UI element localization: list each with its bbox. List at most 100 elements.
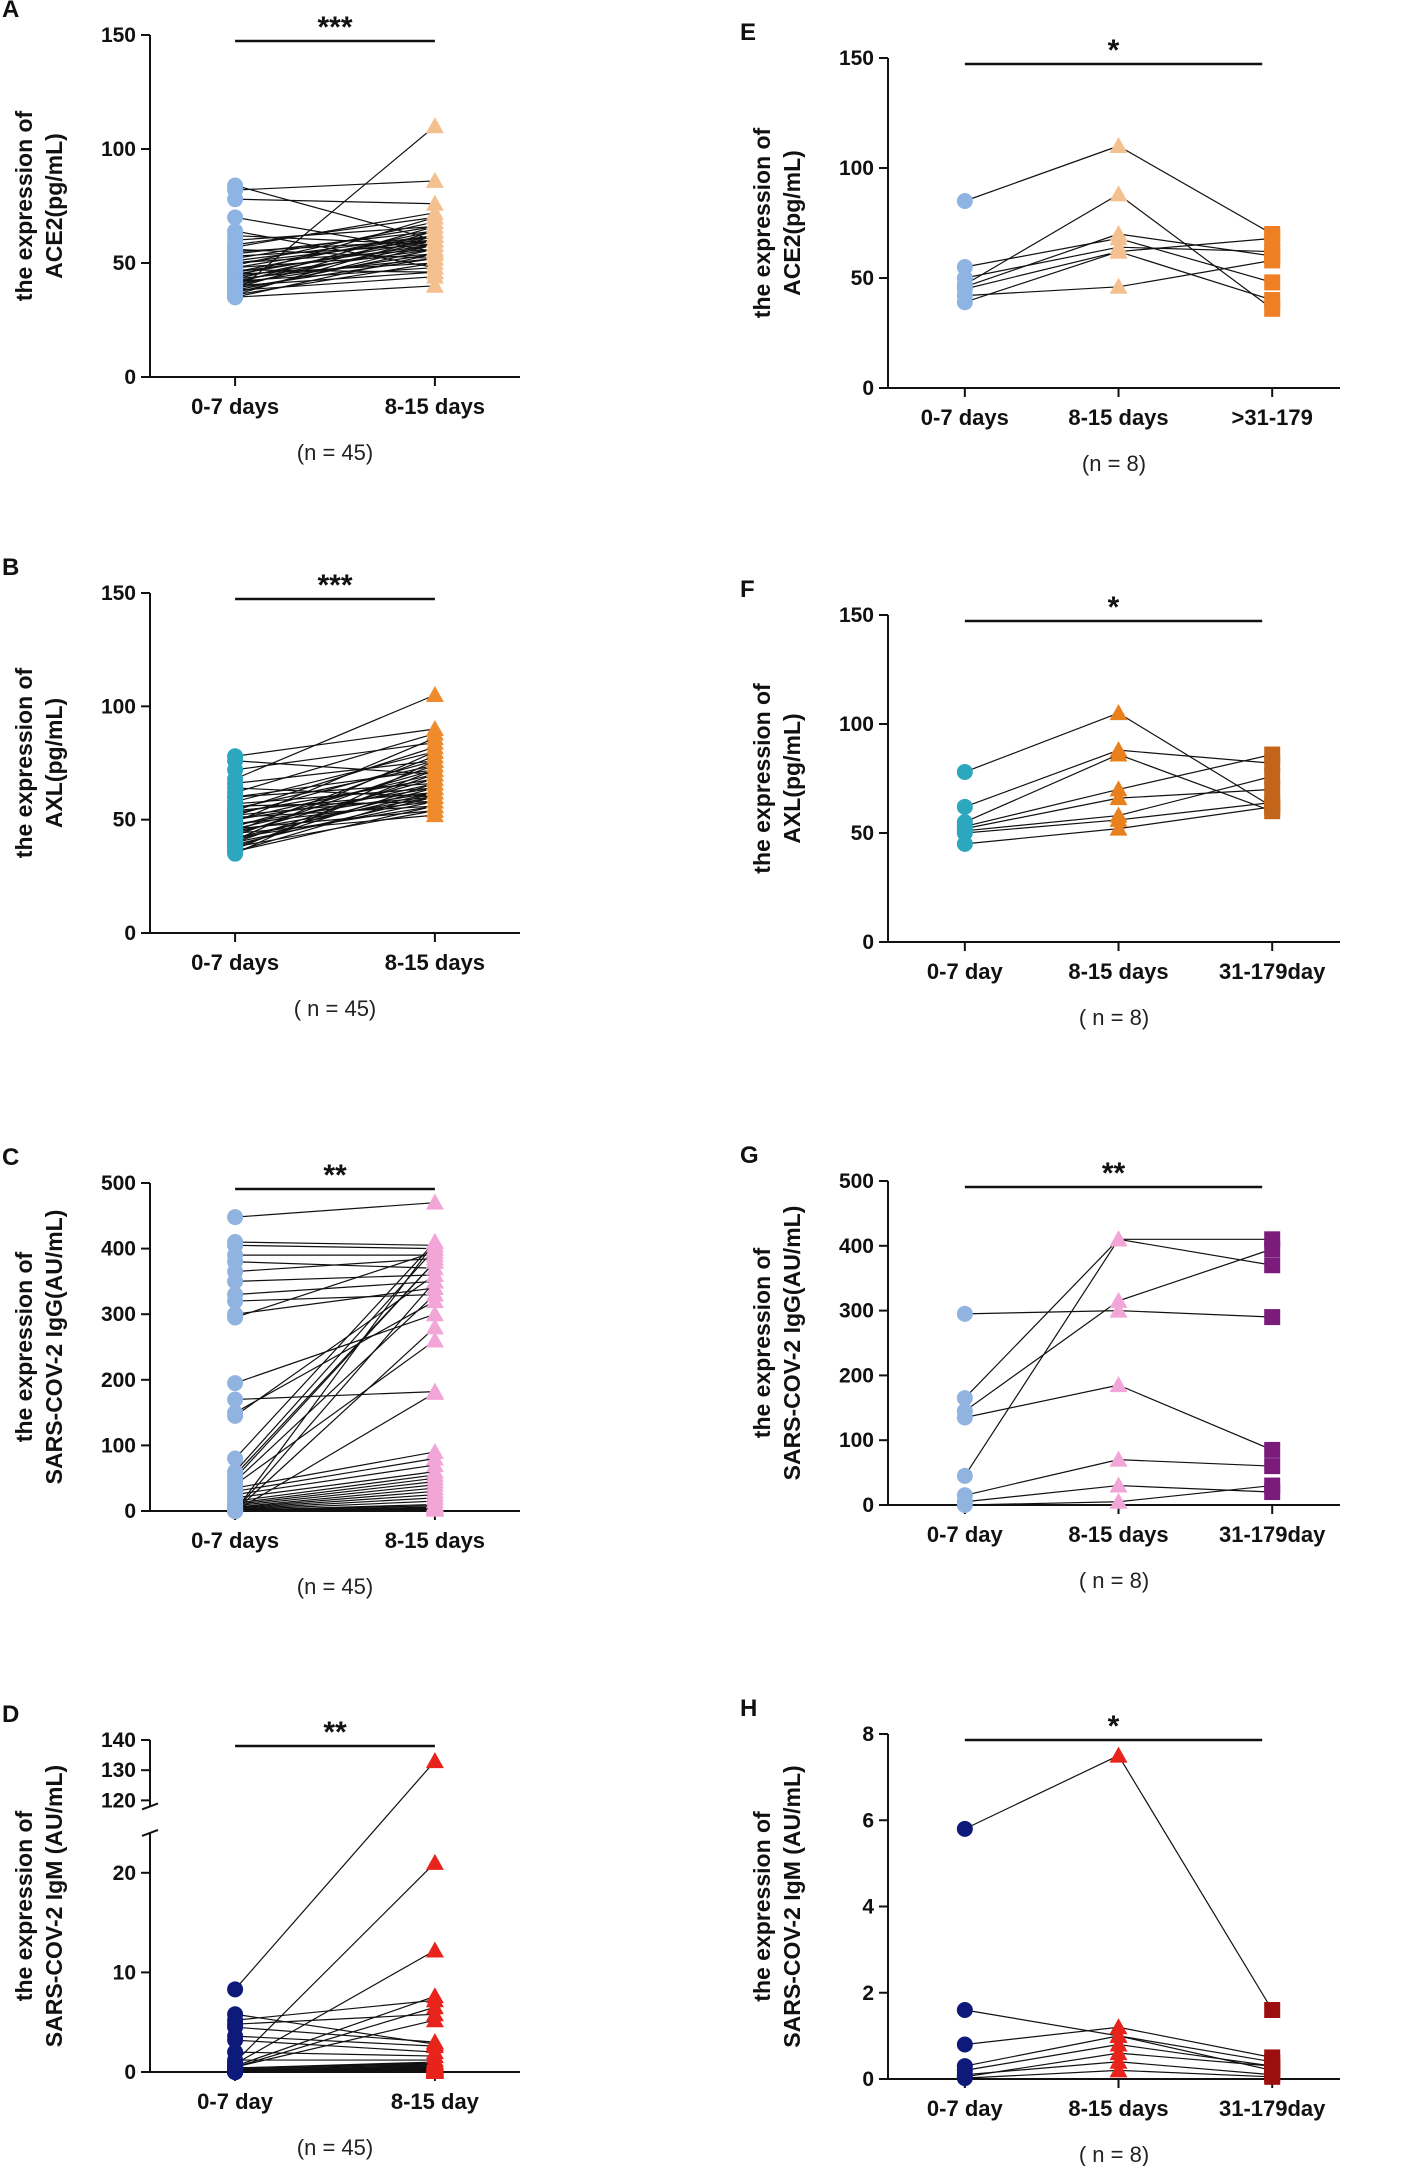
y-axis-label: the expression of [11,1810,37,2001]
data-point [1264,746,1281,763]
paired-line [235,225,435,260]
data-point [1109,2052,1128,2069]
y-tick-label: 50 [851,822,874,845]
data-point [956,763,973,780]
y-tick-label: 0 [862,377,874,400]
data-point [1264,252,1281,269]
x-category-label: 8-15 days [385,950,485,975]
y-axis-label: AXL(pg/mL) [41,698,67,828]
axis-break-mark [141,1829,159,1837]
paired-line [1118,246,1273,253]
x-category-label: 8-15 days [385,394,485,419]
paired-line [234,1241,436,1512]
data-point [1264,292,1281,308]
data-point [1109,745,1128,762]
paired-line [234,769,436,828]
paired-line [1118,2061,1273,2076]
data-point [425,226,444,243]
y-axis-label: AXL(pg/mL) [779,713,805,843]
paired-line [234,1339,436,1486]
paired-line [235,269,435,273]
y-tick-label: 300 [839,1300,874,1323]
paired-line [1118,801,1273,821]
n-label: ( n = 45) [294,996,377,1021]
panel-e: E 0 50 100 150 0-7 days 8-15 days >31-179 (n = 8… [740,19,1340,476]
paired-line [235,1293,435,1302]
paired-line [234,230,436,289]
significance-stars: * [1108,591,1120,624]
paired-line [964,2026,1119,2046]
data-point [1264,274,1281,291]
data-point [1264,768,1281,785]
y-tick-label: 0 [862,1494,874,1517]
paired-line [235,248,435,264]
data-point [227,1981,244,1998]
data-point [1109,780,1128,797]
y-tick-label: 100 [839,157,874,180]
y-tick-label: 500 [101,1172,136,1195]
paired-line [234,212,436,248]
paired-line [1118,1310,1273,1318]
paired-line [964,1484,1119,1503]
paired-line [235,1471,435,1499]
data-point [425,1318,444,1335]
paired-line [1118,259,1273,288]
data-point [425,1252,444,1269]
data-point [425,267,444,284]
data-point [1264,2002,1281,2018]
n-label: (n = 45) [297,440,373,465]
paired-line [234,216,436,278]
panel-h: H 0 2 4 6 8 0-7 day 8-15 days 31-179day ( n = 8) t… [740,1695,1340,2166]
data-point [1109,1746,1128,1763]
paired-line [235,1487,435,1508]
paired-line [234,732,436,794]
x-category-label: 8-15 days [1068,2096,1168,2121]
paired-line [234,751,436,841]
data-point [425,797,444,814]
paired-line [234,760,436,816]
paired-line [234,1248,436,1473]
paired-line [235,1480,435,1506]
paired-line [964,2035,1119,2067]
data-point [1109,1450,1128,1467]
y-tick-label: 20 [113,1862,136,1885]
paired-line [1118,2035,1273,2063]
panel-b: B 0 50 100 150 0-7 days 8-15 days ( n = 45) the … [2,554,520,1021]
data-point [425,742,444,759]
paired-line [234,184,436,241]
paired-line [234,1261,436,1479]
y-axis-label: the expression of [749,1811,775,2002]
paired-line [1118,1484,1273,1503]
y-tick-label: 200 [839,1364,874,1387]
y-axis-label: SARS-COV-2 IgG(AU/mL) [779,1206,805,1481]
data-point [956,1820,973,1837]
x-category-label: 0-7 days [191,394,279,419]
data-point [425,254,444,270]
data-point [1109,2044,1128,2061]
paired-line [1118,1459,1273,1467]
paired-line [234,773,436,843]
paired-line [964,246,1119,279]
paired-line [235,2035,435,2047]
panel-d: D 0 10 20 120 130 140 0-7 day 8-15 day (n = 45) th… [2,1701,520,2160]
paired-line [234,1241,436,1459]
paired-line [235,2062,435,2069]
y-tick-label: 100 [101,1434,136,1457]
paired-line [964,1300,1119,1412]
paired-line [1118,237,1273,253]
paired-line [235,787,435,821]
data-point [227,1309,244,1326]
data-point [1109,789,1128,806]
paired-line [1118,1755,1273,2011]
paired-line [1118,1238,1273,1266]
data-point [1264,781,1281,798]
paired-line [234,791,436,852]
x-category-label: 8-15 days [1068,405,1168,430]
paired-line [234,764,436,809]
paired-line [964,753,1119,823]
y-tick-label: 150 [839,604,874,627]
paired-line [1118,749,1273,764]
paired-line [234,1392,436,1512]
data-point [1109,185,1128,202]
